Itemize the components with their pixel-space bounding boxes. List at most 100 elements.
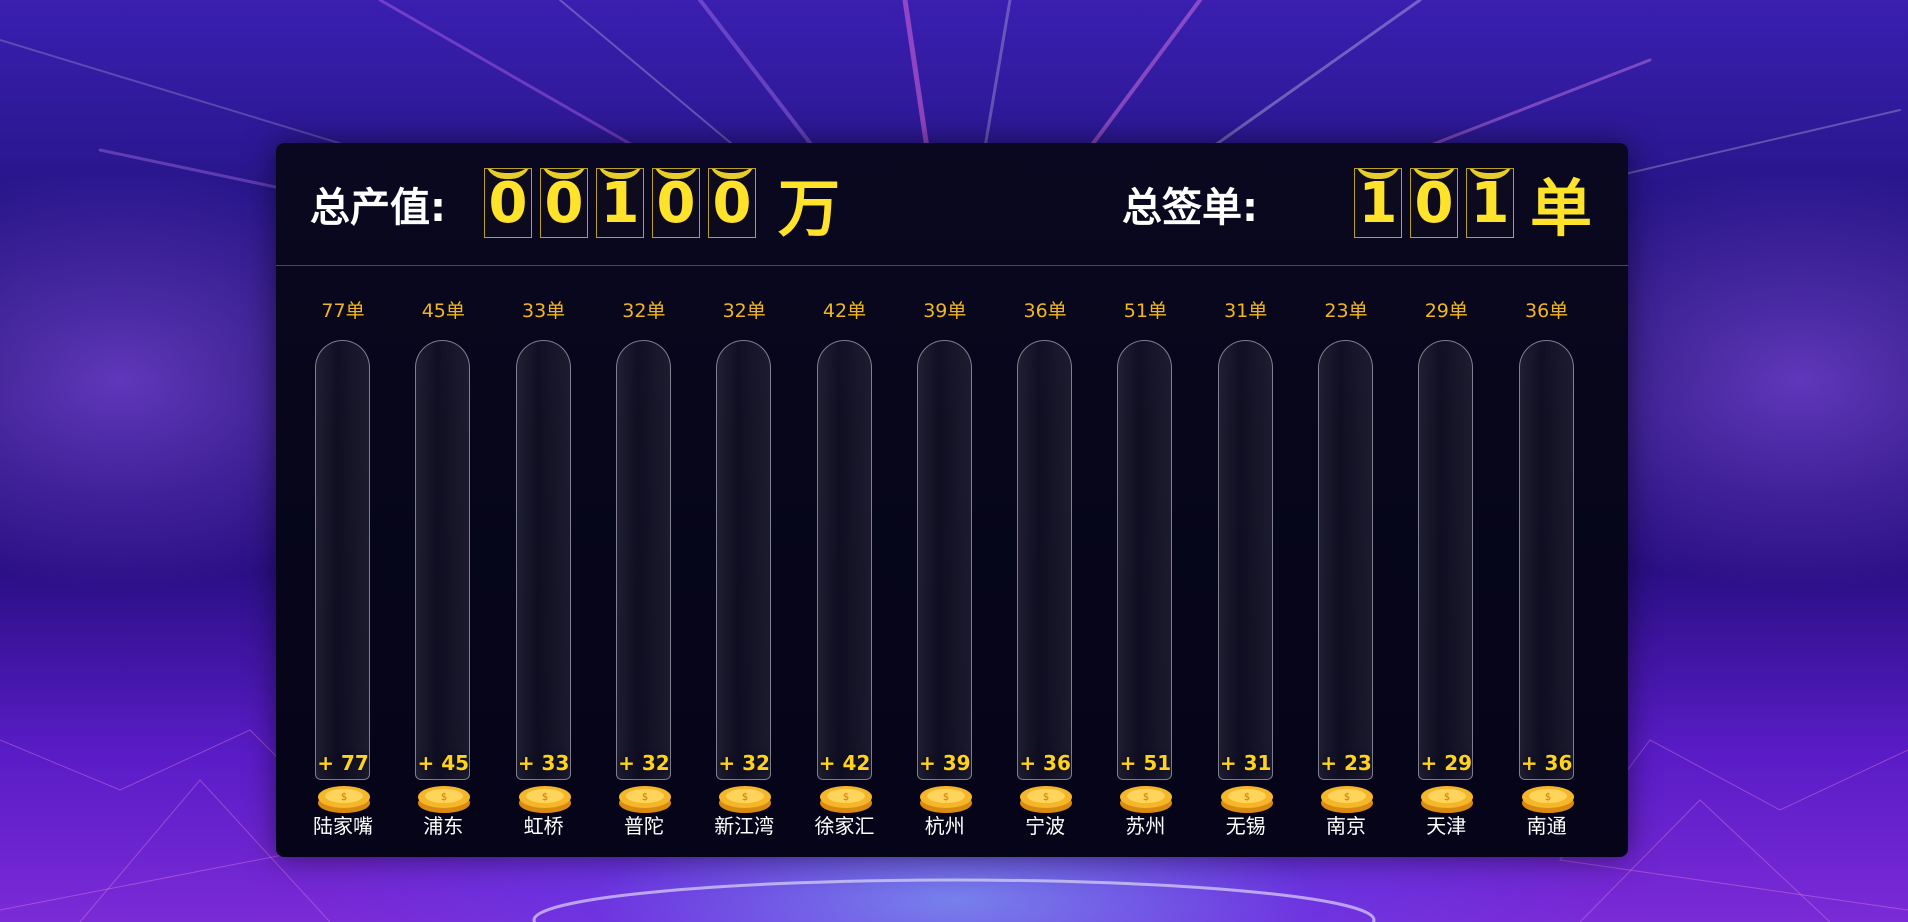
city-column: 36单 + 36 $ 南通 bbox=[1497, 265, 1597, 857]
svg-text:$: $ bbox=[1244, 792, 1250, 803]
glass-tube bbox=[1318, 340, 1373, 780]
city-column: 33单 + 33 $ 虹桥 bbox=[494, 265, 594, 857]
order-count-label: 39单 bbox=[923, 300, 967, 322]
city-name: 普陀 bbox=[623, 814, 664, 838]
city-column: 45单 + 45 $ 浦东 bbox=[393, 265, 493, 857]
city-columns: 77单 + 77 $ 陆家嘴 45单 + 45 $ 浦东 33单 + 33 $ 虹桥 32单 + 32 $ 普… bbox=[276, 265, 1628, 857]
order-count-label: 32单 bbox=[622, 300, 666, 322]
city-name: 徐家汇 bbox=[814, 814, 875, 838]
gold-coin-icon: $ bbox=[818, 779, 874, 815]
order-increment-label: + 32 bbox=[618, 751, 670, 775]
svg-text:$: $ bbox=[742, 792, 748, 803]
order-increment-label: + 36 bbox=[1019, 751, 1071, 775]
order-increment-label: + 45 bbox=[417, 751, 470, 775]
order-count-label: 31单 bbox=[1224, 300, 1268, 322]
order-increment-label: + 51 bbox=[1119, 751, 1172, 775]
city-column: 29单 + 29 $ 天津 bbox=[1396, 265, 1496, 857]
glass-tube bbox=[515, 340, 571, 780]
order-count-label: 32单 bbox=[722, 300, 766, 322]
total-output-label: 总产值: bbox=[310, 185, 446, 231]
city-name: 虹桥 bbox=[523, 814, 564, 838]
gold-coin-icon: $ bbox=[617, 779, 673, 815]
order-increment-label: + 42 bbox=[818, 751, 871, 775]
order-count-label: 36单 bbox=[1525, 300, 1569, 322]
svg-text:$: $ bbox=[943, 792, 949, 803]
svg-text:$: $ bbox=[1344, 792, 1350, 803]
city-name: 南京 bbox=[1326, 814, 1366, 838]
order-increment-label: + 29 bbox=[1420, 751, 1473, 775]
orders-digit: 0 bbox=[1410, 168, 1458, 238]
city-name: 无锡 bbox=[1225, 814, 1266, 838]
gold-coin-icon: $ bbox=[1018, 779, 1074, 815]
order-increment-label: + 23 bbox=[1320, 751, 1372, 775]
order-increment-label: + 39 bbox=[919, 751, 971, 775]
output-digit: 0 bbox=[540, 168, 588, 238]
output-digit: 0 bbox=[652, 168, 700, 238]
glass-tube bbox=[1017, 340, 1073, 780]
order-count-label: 33单 bbox=[522, 300, 566, 322]
city-column: 39单 + 39 $ 杭州 bbox=[895, 265, 995, 857]
city-name: 浦东 bbox=[423, 814, 464, 838]
total-orders-unit: 单 bbox=[1530, 172, 1593, 245]
svg-text:$: $ bbox=[1143, 792, 1149, 803]
city-name: 新江湾 bbox=[714, 814, 775, 838]
svg-text:$: $ bbox=[842, 792, 848, 803]
glass-tube bbox=[415, 340, 471, 780]
glass-tube bbox=[1217, 340, 1273, 780]
svg-text:$: $ bbox=[341, 792, 347, 803]
glass-tube bbox=[615, 340, 671, 780]
output-digit: 0 bbox=[708, 168, 756, 238]
city-name: 陆家嘴 bbox=[313, 814, 373, 838]
glass-tube bbox=[1418, 340, 1474, 780]
orders-digit: 1 bbox=[1466, 168, 1514, 238]
svg-text:$: $ bbox=[441, 792, 447, 803]
total-output-unit: 万 bbox=[778, 172, 841, 245]
svg-text:$: $ bbox=[1043, 792, 1049, 803]
city-name: 苏州 bbox=[1125, 814, 1166, 838]
order-count-label: 42单 bbox=[822, 300, 867, 322]
glass-tube bbox=[716, 340, 772, 780]
gold-coin-icon: $ bbox=[1118, 779, 1174, 815]
city-column: 32单 + 32 $ 新江湾 bbox=[694, 265, 794, 857]
gold-coin-icon: $ bbox=[717, 779, 773, 815]
order-increment-label: + 32 bbox=[718, 751, 770, 775]
order-count-label: 23单 bbox=[1324, 300, 1368, 322]
gold-coin-icon: $ bbox=[1520, 779, 1576, 815]
orders-digit: 1 bbox=[1354, 168, 1402, 238]
order-increment-label: + 77 bbox=[317, 751, 369, 775]
total-orders-counter: 1 0 1 bbox=[1354, 168, 1514, 238]
summary-header: 总产值: 0 0 1 0 0 万 总签单: 1 0 1 单 bbox=[276, 143, 1628, 266]
order-count-label: 51单 bbox=[1123, 300, 1167, 322]
gold-coin-icon: $ bbox=[1219, 779, 1275, 815]
glass-tube bbox=[315, 340, 370, 780]
order-increment-label: + 33 bbox=[517, 751, 570, 775]
output-digit: 1 bbox=[596, 168, 644, 238]
city-name: 杭州 bbox=[924, 814, 965, 838]
order-count-label: 45单 bbox=[421, 300, 465, 322]
city-name: 天津 bbox=[1426, 814, 1467, 838]
city-column: 32单 + 32 $ 普陀 bbox=[594, 265, 694, 857]
glass-tube bbox=[1117, 340, 1173, 780]
city-column: 36单 + 36 $ 宁波 bbox=[995, 265, 1095, 857]
svg-text:$: $ bbox=[1444, 792, 1450, 803]
glass-tube bbox=[1518, 340, 1574, 780]
gold-coin-icon: $ bbox=[1319, 779, 1375, 815]
order-increment-label: + 31 bbox=[1219, 751, 1272, 775]
svg-text:$: $ bbox=[541, 792, 547, 803]
city-name: 南通 bbox=[1526, 814, 1567, 838]
dashboard-panel: 总产值: 0 0 1 0 0 万 总签单: 1 0 1 单 77单 + 77 $ 陆家… bbox=[276, 143, 1628, 857]
gold-coin-icon: $ bbox=[1419, 779, 1475, 815]
glass-tube bbox=[816, 340, 872, 780]
gold-coin-icon: $ bbox=[517, 779, 573, 815]
city-column: 42单 + 42 $ 徐家汇 bbox=[795, 265, 895, 857]
order-count-label: 36单 bbox=[1023, 300, 1067, 322]
order-increment-label: + 36 bbox=[1520, 751, 1573, 775]
city-column: 51单 + 51 $ 苏州 bbox=[1095, 265, 1195, 857]
gold-coin-icon: $ bbox=[316, 779, 372, 815]
total-orders-label: 总签单: bbox=[1122, 185, 1258, 231]
city-column: 31单 + 31 $ 无锡 bbox=[1196, 265, 1296, 857]
city-column: 77单 + 77 $ 陆家嘴 bbox=[293, 265, 393, 857]
order-count-label: 29单 bbox=[1424, 300, 1468, 322]
city-column: 23单 + 23 $ 南京 bbox=[1296, 265, 1396, 857]
city-name: 宁波 bbox=[1025, 814, 1066, 838]
